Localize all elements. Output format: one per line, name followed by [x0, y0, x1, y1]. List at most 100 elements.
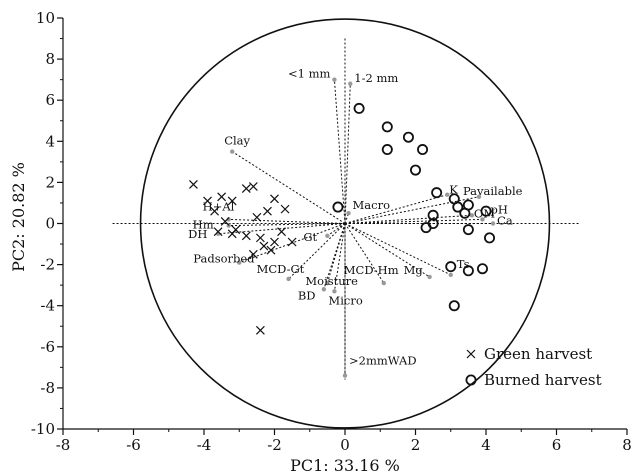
point-burned-harvest: [462, 265, 474, 277]
point-burned-harvest: [332, 201, 344, 213]
point-burned-harvest: [445, 261, 457, 273]
y-tick-label: -2: [40, 256, 55, 274]
point-green-harvest: [189, 180, 198, 189]
point-green-harvest: [241, 231, 251, 241]
variable-label-k: K: [449, 183, 458, 197]
x-marker-stroke: [217, 192, 227, 202]
x-marker-stroke: [270, 237, 279, 247]
variable-label-ts: Ts: [457, 257, 470, 271]
correlation-circle: [139, 18, 551, 429]
variable-arrow: [344, 194, 448, 224]
variable-endpoint: [476, 194, 482, 199]
variable-label-ph: pH: [490, 202, 507, 216]
variable-endpoint: [445, 192, 450, 197]
point-green-harvest: [255, 233, 265, 243]
variable-arrow: [228, 218, 346, 224]
x-marker-stroke: [241, 184, 251, 193]
variable-label-pavailable: Pavailable: [463, 184, 523, 198]
variable-endpoint: [469, 213, 475, 218]
point-green-harvest: [270, 194, 279, 204]
point-green-harvest: [255, 325, 265, 335]
x-tick-label: -4: [197, 436, 212, 454]
y-tick-label: -10: [31, 420, 55, 438]
x-axis-title: PC1: 33.16 %: [290, 456, 400, 474]
x-marker-stroke: [227, 229, 237, 239]
x-marker-stroke: [189, 180, 198, 189]
point-burned-harvest: [420, 222, 432, 234]
variable-label-padsorbed: Padsorbed: [193, 252, 255, 266]
variable-label-bd: BD: [298, 288, 316, 302]
legend-x-marker: [466, 349, 476, 359]
y-axis-title: PC2: 20.82 %: [9, 162, 28, 272]
variable-endpoint: [490, 221, 496, 226]
variable-endpoint: [448, 272, 453, 278]
x-marker-stroke: [213, 227, 223, 237]
y-tick-label: 8: [45, 50, 55, 68]
point-green-harvest: [270, 237, 279, 247]
point-burned-harvest: [448, 300, 460, 312]
legend-item-burned-harvest: Burned harvest: [465, 371, 602, 389]
variable-arrow: [218, 223, 346, 235]
variable-label-micro: Micro: [328, 293, 362, 307]
variable-endpoint: [286, 276, 291, 282]
x-tick-label: 2: [411, 436, 421, 454]
point-burned-harvest: [484, 232, 496, 244]
x-tick-label: -6: [126, 436, 141, 454]
variable-arrow: [344, 223, 430, 278]
x-marker-stroke: [220, 217, 230, 226]
point-green-harvest: [213, 227, 223, 237]
x-marker-stroke: [287, 237, 297, 247]
legend: Green harvest Burned harvest: [465, 345, 602, 389]
y-tick-label: 10: [36, 9, 55, 27]
variable-arrow: [288, 223, 346, 280]
point-green-harvest: [227, 196, 237, 206]
point-burned-harvest: [402, 131, 414, 143]
point-burned-harvest: [381, 121, 393, 133]
variable-label-1-2-mm: 1-2 mm: [354, 71, 398, 85]
variable-arrow: [323, 223, 346, 290]
x-marker-stroke: [466, 349, 476, 359]
y-tick-label: 2: [45, 173, 55, 191]
point-burned-harvest: [452, 201, 464, 213]
point-green-harvest: [203, 196, 212, 206]
variable-label-h-al: H+Al: [203, 199, 235, 213]
point-green-harvest: [210, 206, 219, 216]
point-burned-harvest: [427, 209, 439, 221]
legend-o-marker: [465, 374, 477, 386]
score-points: [189, 102, 496, 335]
point-green-harvest: [263, 206, 272, 216]
y-tick-label: 0: [45, 215, 55, 233]
x-tick-label: -2: [267, 436, 282, 454]
variable-endpoint: [325, 233, 330, 239]
variable-endpoint: [332, 77, 337, 82]
variable-endpoint: [381, 280, 386, 286]
variable-label-2mmwad: >2mmWAD: [349, 354, 417, 368]
legend-label-burned-harvest: Burned harvest: [484, 371, 602, 389]
variable-label-1-mm: <1 mm: [288, 67, 331, 81]
point-green-harvest: [266, 245, 276, 255]
variable-endpoint: [342, 373, 348, 378]
point-green-harvest: [241, 184, 251, 193]
x-marker-stroke: [227, 196, 237, 206]
x-marker-stroke: [241, 231, 251, 241]
x-marker-stroke: [248, 249, 258, 259]
variable-label-mg: Mg: [404, 263, 424, 277]
point-green-harvest: [220, 217, 230, 226]
variable-arrow: [344, 196, 480, 224]
x-marker-stroke: [263, 206, 272, 216]
x-marker-stroke: [252, 212, 262, 222]
variable-arrow: [228, 223, 346, 227]
point-green-harvest: [277, 227, 286, 237]
x-marker-stroke: [266, 245, 276, 255]
x-tick-label: 0: [340, 436, 350, 454]
point-green-harvest: [287, 237, 297, 247]
point-burned-harvest: [480, 205, 492, 217]
point-burned-harvest: [417, 144, 429, 156]
x-tick-label: 8: [622, 436, 632, 454]
point-burned-harvest: [381, 144, 393, 156]
legend-marker-x: [466, 349, 476, 359]
y-tick-label: 6: [45, 91, 55, 109]
